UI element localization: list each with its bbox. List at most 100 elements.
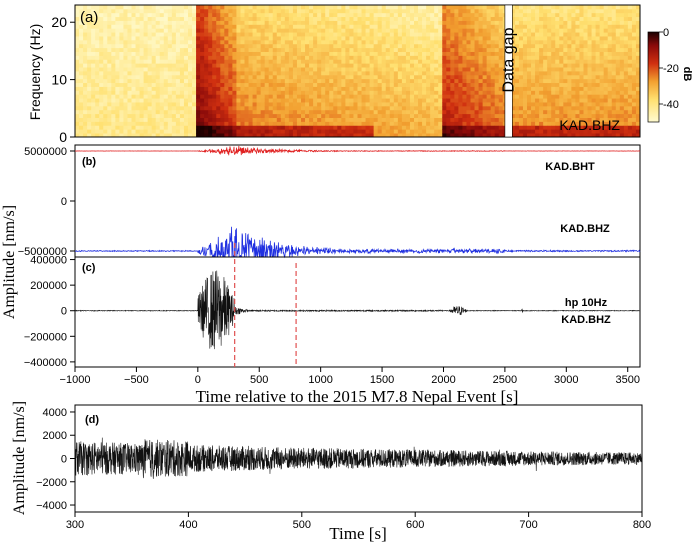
spectrogram-cell	[99, 82, 104, 87]
spectrogram-cell	[321, 102, 326, 107]
spectrogram-cell	[470, 105, 475, 111]
spectrogram-cell	[167, 74, 173, 80]
spectrogram-cell	[462, 5, 467, 10]
spectrogram-cell	[280, 63, 286, 68]
spectrogram-cell	[107, 90, 112, 95]
spectrogram-cell	[571, 129, 576, 134]
spectrogram-cell	[478, 5, 484, 10]
spectrogram-cell	[268, 109, 274, 115]
spectrogram-cell	[99, 94, 104, 99]
spectrogram-cell	[292, 121, 298, 126]
spectrogram-cell	[587, 39, 592, 45]
spectrogram-cell	[405, 16, 411, 21]
spectrogram-cell	[381, 105, 387, 111]
spectrogram-cell	[228, 28, 233, 33]
spectrogram-cell	[208, 16, 213, 21]
spectrogram-cell	[486, 121, 492, 126]
panel-a-label: (a)	[80, 9, 98, 26]
spectrogram-cell	[264, 121, 270, 126]
spectrogram-cell	[510, 5, 516, 10]
spectrogram-cell	[317, 113, 322, 118]
spectrogram-cell	[527, 71, 532, 76]
spectrogram-cell	[603, 133, 609, 138]
spectrogram-cell	[567, 32, 572, 37]
spectrogram-cell	[171, 78, 177, 84]
spectrogram-cell	[405, 125, 411, 130]
spectrogram-cell	[531, 102, 536, 107]
spectrogram-cell	[430, 125, 435, 130]
spectrogram-cell	[313, 24, 318, 29]
spectrogram-cell	[224, 59, 229, 64]
spectrogram-cell	[284, 43, 290, 49]
spectrogram-cell	[79, 113, 84, 118]
spectrogram-cell	[175, 105, 181, 111]
spectrogram-cell	[208, 90, 213, 95]
spectrogram-cell	[369, 82, 375, 87]
spectrogram-cell	[373, 43, 379, 49]
spectrogram-cell	[381, 32, 387, 37]
spectrogram-cell	[127, 67, 132, 72]
spectrogram-cell	[430, 36, 435, 41]
spectrogram-cell	[341, 117, 346, 122]
spectrogram-cell	[567, 105, 572, 111]
spectrogram-cell	[510, 125, 516, 130]
spectrogram-cell	[147, 8, 153, 14]
spectrogram-cell	[627, 90, 633, 95]
spectrogram-cell	[345, 43, 350, 49]
spectrogram-cell	[385, 113, 391, 118]
spectrogram-cell	[462, 59, 467, 64]
spectrogram-cell	[337, 129, 342, 134]
spectrogram-cell	[248, 78, 253, 84]
spectrogram-cell	[260, 105, 266, 111]
spectrogram-cell	[389, 16, 395, 21]
spectrogram-cell	[131, 133, 136, 138]
spectrogram-cell	[135, 43, 140, 49]
spectrogram-cell	[514, 51, 520, 56]
spectrogram-cell	[272, 86, 278, 91]
spectrogram-cell	[381, 36, 387, 41]
spectrogram-cell	[430, 43, 435, 49]
spectrogram-cell	[341, 32, 346, 37]
spectrogram-cell	[353, 71, 358, 76]
spectrogram-cell	[591, 125, 597, 130]
spectrogram-cell	[575, 47, 580, 52]
spectrogram-cell	[611, 74, 617, 80]
spectrogram-cell	[563, 133, 568, 138]
spectrogram-cell	[486, 133, 492, 138]
spectrogram-cell	[422, 36, 427, 41]
spectrogram-cell	[272, 8, 278, 14]
spectrogram-cell	[83, 78, 88, 84]
spectrogram-cell	[143, 82, 149, 87]
spectrogram-cell	[183, 32, 189, 37]
spectrogram-cell	[292, 113, 298, 118]
spectrogram-cell	[539, 113, 544, 118]
spectrogram-cell	[522, 105, 528, 111]
spectrogram-cell	[119, 51, 124, 56]
spectrogram-cell	[196, 74, 201, 80]
spectrogram-cell	[615, 129, 621, 134]
spectrogram-cell	[591, 113, 597, 118]
spectrogram-cell	[175, 82, 181, 87]
spectrogram-cell	[167, 59, 173, 64]
spectrogram-cell	[280, 113, 286, 118]
spectrogram-cell	[232, 43, 237, 49]
spectrogram-cell	[151, 105, 157, 111]
spectrogram-cell	[216, 39, 221, 45]
spectrogram-cell	[276, 117, 282, 122]
spectrogram-cell	[244, 133, 249, 138]
spectrogram-cell	[377, 51, 383, 56]
spectrogram-cell	[490, 55, 496, 60]
spectrogram-cell	[139, 24, 145, 29]
spectrogram-cell	[474, 71, 479, 76]
spectrogram-cell	[151, 98, 157, 103]
spectrogram-cell	[155, 47, 161, 52]
spectrogram-cell	[567, 94, 572, 99]
spectrogram-cell	[401, 24, 407, 29]
spectrogram-cell	[486, 102, 492, 107]
spectrogram-cell	[95, 82, 100, 87]
spectrogram-cell	[248, 12, 253, 18]
spectrogram-cell	[373, 82, 379, 87]
spectrogram-cell	[83, 105, 88, 111]
spectrogram-cell	[349, 47, 354, 52]
